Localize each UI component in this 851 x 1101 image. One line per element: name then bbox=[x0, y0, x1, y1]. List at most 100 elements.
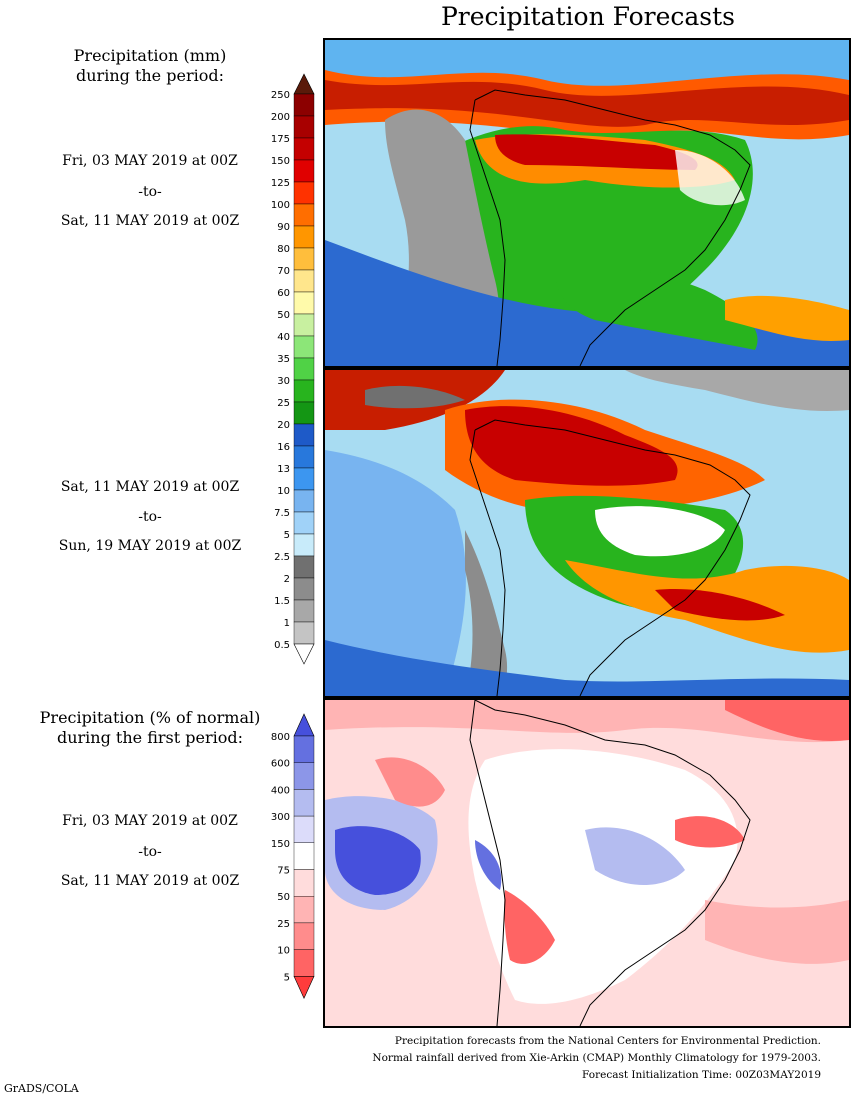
precip-colorbar-bin bbox=[293, 313, 315, 337]
footer-line3: Forecast Initialization Time: 00Z03MAY20… bbox=[582, 1069, 821, 1081]
precip-colorbar-bin bbox=[293, 203, 315, 227]
precip-colorbar-tick-label: 90 bbox=[277, 222, 290, 233]
precip-colorbar-bin bbox=[293, 291, 315, 315]
precip-colorbar-tick-label: 80 bbox=[277, 244, 290, 255]
precip-map-week2-graphic bbox=[325, 370, 849, 696]
precip-colorbar-tick-label: 5 bbox=[284, 530, 290, 541]
period2-start: Sat, 11 MAY 2019 at 00Z bbox=[60, 479, 240, 495]
precip-colorbar: 250 200 175 150 125 100 90 80 70 60 50 40 35 30 25 20 16… bbox=[262, 70, 322, 670]
precip-colorbar-bin bbox=[293, 401, 315, 425]
precip-colorbar-bin bbox=[293, 357, 315, 381]
precip-colorbar-tick-label: 2.5 bbox=[274, 552, 290, 563]
precip-colorbar-bin bbox=[293, 159, 315, 183]
precip-colorbar-bin bbox=[293, 225, 315, 249]
precip-colorbar-top-arrow bbox=[293, 73, 315, 95]
precip-colorbar-bin bbox=[293, 181, 315, 205]
pct-colorbar-graphic: 800 600 400 300 150 75 50 25 10 5 bbox=[271, 713, 315, 1000]
precip-map-week1 bbox=[323, 38, 851, 368]
pct-colorbar-tick-label: 25 bbox=[277, 919, 290, 930]
precip-colorbar-bin bbox=[293, 115, 315, 139]
period2-to: -to- bbox=[138, 509, 162, 525]
pct-colorbar-tick-label: 300 bbox=[271, 812, 290, 823]
precip-colorbar-tick-label: 0.5 bbox=[274, 640, 290, 651]
precip-colorbar-tick-label: 50 bbox=[277, 310, 290, 321]
precip-map-week1-graphic bbox=[325, 40, 849, 366]
pct-heading-line2: during the first period: bbox=[56, 728, 244, 747]
precip-colorbar-tick-label: 7.5 bbox=[274, 508, 290, 519]
period1-start: Fri, 03 MAY 2019 at 00Z bbox=[62, 153, 238, 169]
precip-colorbar-tick-label: 10 bbox=[277, 486, 290, 497]
precip-colorbar-tick-label: 60 bbox=[277, 288, 290, 299]
precip-colorbar-tick-label: 250 bbox=[271, 90, 290, 101]
precip-colorbar-bin bbox=[293, 621, 315, 645]
precip-colorbar-bin bbox=[293, 93, 315, 117]
precip-colorbar-bin bbox=[293, 533, 315, 557]
precip-colorbar-tick-label: 2 bbox=[284, 574, 290, 585]
precip-percent-normal-map bbox=[323, 698, 851, 1028]
precip-colorbar-bottom-arrow bbox=[293, 643, 315, 665]
pct-heading: Precipitation (% of normal) during the f… bbox=[20, 708, 280, 748]
precip-colorbar-tick-label: 16 bbox=[277, 442, 290, 453]
pct-colorbar-bin bbox=[293, 842, 315, 870]
precip-colorbar-tick-label: 20 bbox=[277, 420, 290, 431]
precip-percent-normal-map-graphic bbox=[325, 700, 849, 1026]
pct-colorbar-tick-label: 800 bbox=[271, 732, 290, 743]
pct-colorbar-tick-label: 10 bbox=[277, 946, 290, 957]
pct-colorbar-bottom-arrow bbox=[293, 975, 315, 1000]
precip-colorbar-bin bbox=[293, 555, 315, 579]
pct-colorbar-bin bbox=[293, 869, 315, 897]
precip-colorbar-tick-label: 13 bbox=[277, 464, 290, 475]
pct-colorbar-bin bbox=[293, 895, 315, 924]
pct-colorbar-tick-label: 75 bbox=[277, 866, 290, 877]
period3-to: -to- bbox=[138, 844, 162, 860]
pct-colorbar-bin bbox=[293, 735, 315, 763]
precip-colorbar-tick-label: 1 bbox=[284, 618, 290, 629]
pct-colorbar-tick-label: 600 bbox=[271, 759, 290, 770]
precip-colorbar-tick-label: 25 bbox=[277, 398, 290, 409]
page-title: Precipitation Forecasts bbox=[440, 2, 736, 31]
period3-end: Sat, 11 MAY 2019 at 00Z bbox=[60, 873, 240, 889]
precip-colorbar-bin bbox=[293, 423, 315, 447]
pct-colorbar-top-arrow bbox=[293, 713, 315, 737]
precip-colorbar-tick-label: 40 bbox=[277, 332, 290, 343]
precip-colorbar-bin bbox=[293, 599, 315, 623]
precip-colorbar-tick-label: 70 bbox=[277, 266, 290, 277]
pct-colorbar: 800 600 400 300 150 75 50 25 10 5 bbox=[262, 712, 322, 1017]
precip-heading-line2: during the period: bbox=[76, 66, 224, 85]
period3-start: Fri, 03 MAY 2019 at 00Z bbox=[62, 813, 238, 829]
precip-colorbar-bin bbox=[293, 511, 315, 535]
precip-colorbar-tick-label: 1.5 bbox=[274, 596, 290, 607]
precip-colorbar-tick-label: 30 bbox=[277, 376, 290, 387]
grads-credit: GrADS/COLA bbox=[4, 1082, 79, 1095]
pct-colorbar-bin bbox=[293, 949, 315, 977]
precip-colorbar-bin bbox=[293, 247, 315, 271]
period1-to: -to- bbox=[138, 184, 162, 200]
precip-heading: Precipitation (mm) during the period: bbox=[30, 46, 270, 86]
precip-map-week2 bbox=[323, 368, 851, 698]
precip-colorbar-tick-label: 175 bbox=[271, 134, 290, 145]
precip-colorbar-bin bbox=[293, 445, 315, 469]
precip-colorbar-bin bbox=[293, 489, 315, 513]
precip-colorbar-tick-label: 35 bbox=[277, 354, 290, 365]
pct-colorbar-tick-label: 400 bbox=[271, 785, 290, 796]
precip-colorbar-bin bbox=[293, 137, 315, 161]
precip-colorbar-tick-label: 100 bbox=[271, 200, 290, 211]
precip-colorbar-bin bbox=[293, 467, 315, 491]
pct-colorbar-bin bbox=[293, 789, 315, 817]
pct-heading-line1: Precipitation (% of normal) bbox=[39, 708, 261, 727]
precip-colorbar-bin bbox=[293, 269, 315, 293]
precip-heading-line1: Precipitation (mm) bbox=[73, 46, 227, 65]
pct-colorbar-tick-label: 50 bbox=[277, 892, 290, 903]
pct-colorbar-bin bbox=[293, 762, 315, 790]
pct-colorbar-tick-label: 5 bbox=[284, 972, 290, 983]
precip-colorbar-bin bbox=[293, 335, 315, 359]
precip-colorbar-graphic: 2502001751501251009080706050403530252016… bbox=[271, 73, 315, 665]
precip-colorbar-bin bbox=[293, 577, 315, 601]
precip-colorbar-tick-label: 200 bbox=[271, 112, 290, 123]
precip-colorbar-tick-label: 150 bbox=[271, 156, 290, 167]
footer-line1: Precipitation forecasts from the Nationa… bbox=[394, 1035, 821, 1047]
period1-end: Sat, 11 MAY 2019 at 00Z bbox=[60, 213, 240, 229]
pct-colorbar-tick-label: 150 bbox=[271, 839, 290, 850]
precip-colorbar-bin bbox=[293, 379, 315, 403]
pct-colorbar-bin bbox=[293, 922, 315, 950]
